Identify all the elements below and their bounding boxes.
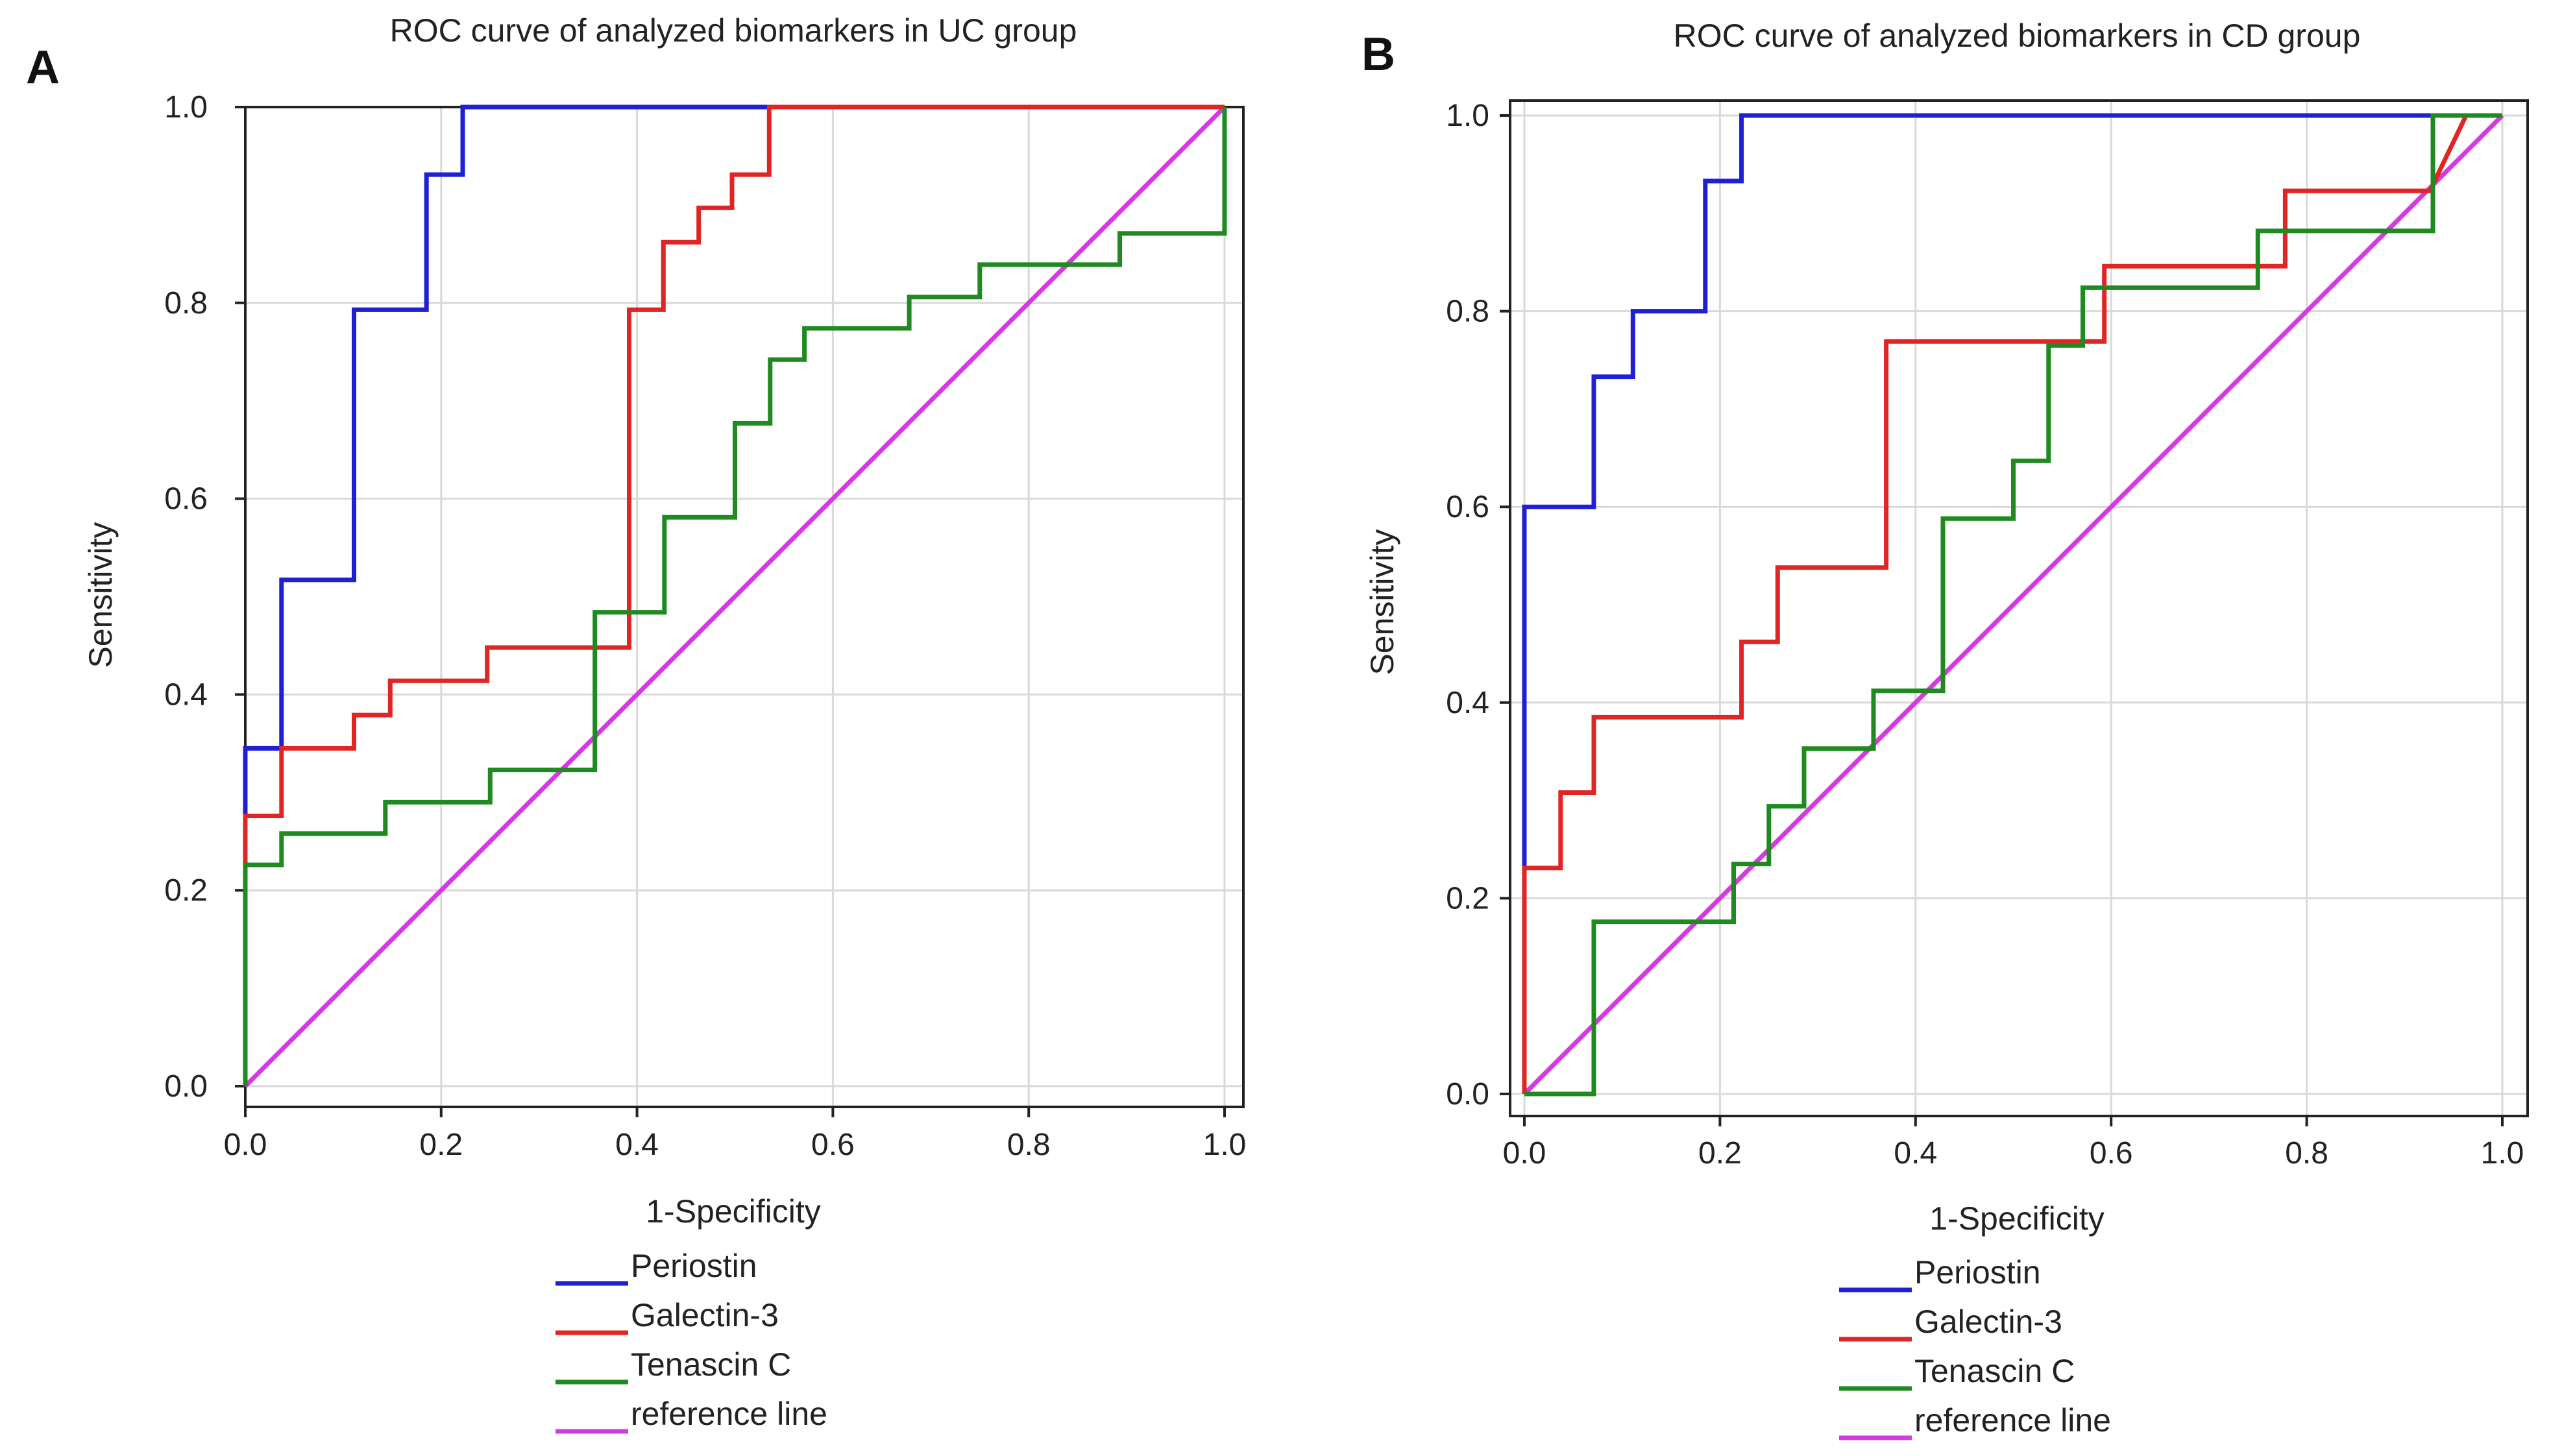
legend-item: Tenascin C [1839, 1353, 2075, 1391]
chart-title: ROC curve of analyzed biomarkers in CD g… [1674, 18, 2361, 54]
legend-label: reference line [1914, 1402, 2111, 1438]
x-tick-label: 0.6 [2090, 1136, 2133, 1171]
x-tick-label: 0.8 [1007, 1128, 1051, 1162]
y-tick-label: 0.4 [164, 677, 208, 712]
x-tick-label: 0.4 [615, 1128, 659, 1162]
panel-label: A [26, 42, 60, 93]
legend-label: Tenascin C [631, 1346, 791, 1383]
x-tick-label: 1.0 [1203, 1128, 1247, 1162]
legend-item: Galectin-3 [1839, 1304, 2062, 1342]
series-tenascin-c-line [243, 107, 1227, 1086]
x-tick-label: 0.4 [1894, 1136, 1937, 1171]
series-reference-line-line [1522, 114, 2504, 1096]
legend-item: Tenascin C [555, 1346, 791, 1385]
y-tick-label: 1.0 [1446, 99, 1489, 133]
series-periostin-line [1522, 113, 2502, 1094]
y-axis-label: Sensitivity [82, 522, 119, 668]
series-group [243, 104, 1227, 1088]
legend-label: Galectin-3 [631, 1297, 779, 1333]
series-periostin-line [243, 104, 1225, 1086]
legend-item: Periostin [555, 1248, 757, 1286]
y-axis-label: Sensitivity [1364, 529, 1400, 675]
y-tick-label: 0.0 [164, 1069, 208, 1104]
series-group [1522, 113, 2504, 1097]
y-tick-label: 0.8 [1446, 295, 1489, 329]
plot-frame [244, 106, 1245, 1108]
y-tick-label: 0.2 [164, 873, 208, 908]
y-tick-label: 1.0 [164, 90, 208, 125]
series-galectin-3-line [243, 104, 1225, 1086]
y-tick-label: 0.8 [164, 286, 208, 321]
axis-ticks: 0.0 0.2 0.4 0.6 0.8 1.0 0.0 0.2 0.4 0.6 0.8 1.0 [1446, 99, 2524, 1171]
legend-label: Galectin-3 [1914, 1304, 2062, 1340]
legend-item: Periostin [1839, 1254, 2041, 1292]
x-axis-label: 1-Specificity [1929, 1200, 2105, 1237]
plot-frame [1509, 99, 2529, 1117]
legend: Periostin Galectin-3 Tenascin C reference l… [1839, 1254, 2111, 1440]
legend-item: reference line [1839, 1402, 2111, 1440]
roc-panel-a: A ROC curve of analyzed biomarkers in UC … [26, 12, 1246, 1434]
gridlines [244, 106, 1243, 1107]
y-tick-label: 0.4 [1446, 686, 1489, 720]
x-tick-label: 0.2 [419, 1128, 463, 1162]
y-tick-label: 0.6 [1446, 490, 1489, 524]
axis-ticks: 0.0 0.2 0.4 0.6 0.8 1.0 0.0 0.2 0.4 0.6 0.8 1.0 [164, 90, 1246, 1162]
legend-label: reference line [631, 1396, 827, 1432]
legend: Periostin Galectin-3 Tenascin C reference l… [555, 1248, 827, 1434]
x-tick-label: 1.0 [2481, 1136, 2524, 1171]
y-tick-label: 0.2 [1446, 881, 1489, 916]
series-reference-line-line [243, 105, 1227, 1088]
x-tick-label: 0.2 [1698, 1136, 1742, 1171]
legend-item: Galectin-3 [555, 1297, 779, 1335]
series-tenascin-c-line [1524, 113, 2502, 1097]
y-tick-label: 0.6 [164, 482, 208, 516]
roc-panel-b: B ROC curve of analyzed biomarkers in CD … [1361, 18, 2529, 1440]
x-tick-label: 0.8 [2285, 1136, 2328, 1171]
series-galectin-3-line [1522, 113, 2502, 1094]
legend-label: Periostin [1914, 1254, 2041, 1291]
x-axis-label: 1-Specificity [646, 1193, 821, 1230]
gridlines [1510, 101, 2528, 1116]
legend-label: Tenascin C [1914, 1353, 2075, 1389]
x-tick-label: 0.6 [811, 1128, 855, 1162]
legend-item: reference line [555, 1396, 827, 1434]
y-tick-label: 0.0 [1446, 1077, 1489, 1111]
legend-label: Periostin [631, 1248, 757, 1284]
x-tick-label: 0.0 [1503, 1136, 1546, 1171]
x-tick-label: 0.0 [224, 1128, 267, 1162]
chart-title: ROC curve of analyzed biomarkers in UC g… [390, 12, 1077, 49]
panel-label: B [1361, 29, 1395, 80]
